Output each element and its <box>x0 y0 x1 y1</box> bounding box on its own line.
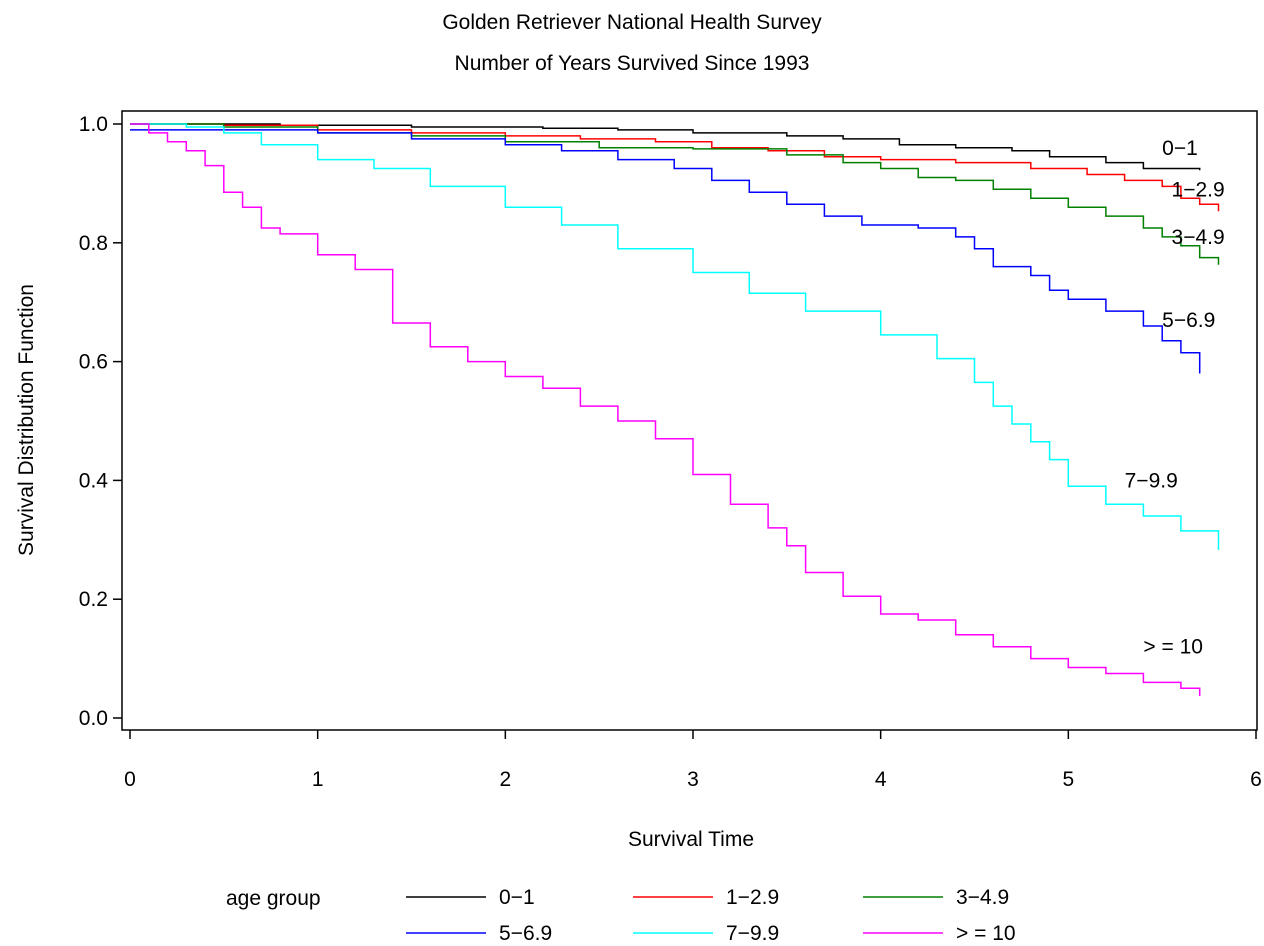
y-tick-label: 0.8 <box>79 232 108 255</box>
series-lines <box>130 123 1220 696</box>
legend-label-4: 7−9.9 <box>726 922 779 945</box>
x-tick-label: 5 <box>1062 768 1074 791</box>
x-tick-label: 0 <box>124 768 136 791</box>
x-tick-label: 1 <box>312 768 324 791</box>
y-axis-label: Survival Distribution Function <box>15 284 38 556</box>
series-label-5: > = 10 <box>1143 636 1203 659</box>
y-tick-label: 0.4 <box>79 469 109 492</box>
series-label-0: 0−1 <box>1162 137 1198 160</box>
legend-label-3: 5−6.9 <box>499 922 552 945</box>
x-tick-label: 4 <box>875 768 887 791</box>
legend-label-0: 0−1 <box>499 886 535 909</box>
y-axis: 0.0 0.2 0.4 0.6 0.8 1.0 <box>79 113 122 730</box>
series-label-1: 1−2.9 <box>1172 178 1225 201</box>
plot-frame <box>121 110 1258 731</box>
series-line-5 <box>130 123 1201 696</box>
x-tick-label: 3 <box>687 768 699 791</box>
y-tick-label: 0.0 <box>79 707 108 730</box>
series-line-0 <box>130 123 1201 171</box>
x-axis-label: Survival Time <box>628 828 754 851</box>
chart-subtitle: Number of Years Survived Since 1993 <box>455 52 810 75</box>
legend-label-5: > = 10 <box>956 922 1016 945</box>
series-label-2: 3−4.9 <box>1172 226 1225 249</box>
legend-label-2: 3−4.9 <box>956 886 1009 909</box>
y-tick-label: 0.6 <box>79 351 108 374</box>
series-label-3: 5−6.9 <box>1162 309 1215 332</box>
legend: age group 0−1 1−2.9 3−4.9 5−6.9 7−9.9 > = 10 <box>226 886 1016 945</box>
x-tick-label: 2 <box>499 768 511 791</box>
y-tick-label: 0.2 <box>79 588 108 611</box>
legend-label-1: 1−2.9 <box>726 886 779 909</box>
y-tick-label: 1.0 <box>79 113 108 136</box>
x-tick-label: 6 <box>1250 768 1262 791</box>
series-label-4: 7−9.9 <box>1125 469 1178 492</box>
x-axis: 0 1 2 3 4 5 6 <box>124 730 1262 791</box>
series-line-3 <box>130 129 1201 374</box>
series-line-4 <box>130 123 1220 550</box>
chart-title: Golden Retriever National Health Survey <box>442 11 822 34</box>
legend-title: age group <box>226 887 321 910</box>
series-labels: 0−1 1−2.9 3−4.9 5−6.9 7−9.9 > = 10 <box>1125 137 1225 659</box>
series-line-2 <box>130 123 1220 265</box>
